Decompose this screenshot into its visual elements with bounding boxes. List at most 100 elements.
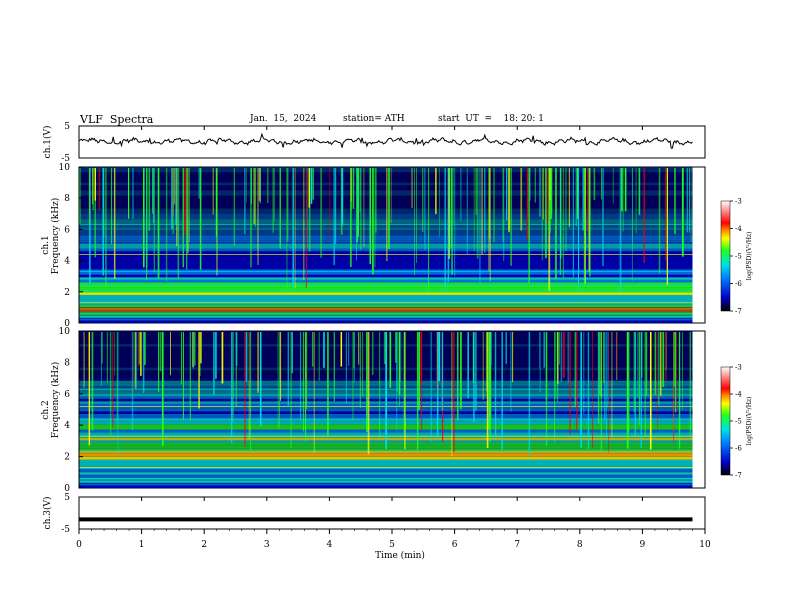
xtick-label-6: 6 [452,540,458,550]
ch3-voltage-xticks: 0 1 2 3 4 5 6 7 8 9 10 [76,497,711,550]
xtick-label-7: 7 [514,540,520,550]
ch1-channel-label: ch.1 [41,235,51,254]
spectrogram-band [79,448,693,451]
ch1-colorbar-gradient [720,200,731,312]
ch1-voltage-panel: 5 -5 ch.1(V) [42,122,706,164]
spectrogram-band [79,279,693,283]
spectrogram-band [79,167,693,170]
spectrogram-band [79,182,693,186]
ch3-voltage-frame [78,496,706,530]
spectrogram-band [79,272,693,275]
ch1-ytick-top: 5 [64,122,70,132]
spectrogram-band [79,485,693,488]
time-axis-label: Time (min) [375,550,425,561]
xtick-label-5: 5 [389,540,395,550]
ch1-colorbar-ticks: -3 -4 -5 -6 -7 [730,198,742,316]
spectrogram-band [79,203,693,206]
colorbar-tick-label: -5 [735,418,742,426]
spectrogram-band [79,282,693,285]
spectrogram-band [79,299,693,303]
ch1-colorbar: -3 -4 -5 -6 -7 log(PSD)(V²/Hz) [720,198,753,316]
spectrogram-band [79,309,693,313]
spectrogram-band [79,304,693,308]
ch3-ytick-top: 5 [64,493,70,503]
spectrogram-band [79,190,693,193]
colorbar-tick-label: -7 [735,472,742,480]
spectrogram-ytick-label: 2 [64,288,70,298]
xtick-label-9: 9 [640,540,646,550]
spectrogram-band [79,289,693,293]
spectrogram-ytick-label: 10 [59,327,71,337]
spectrogram-band [79,185,693,188]
spectrogram-band [79,224,693,228]
spectrogram-band [79,297,693,300]
spectrogram-band [79,462,693,465]
ch2-colorbar-gradient [720,366,731,476]
spectrogram-band [79,264,693,267]
xtick-label-3: 3 [264,540,270,550]
ch1-spectrogram-panel: 10 8 6 4 2 0 ch.1 Frequency (kHz) [41,163,706,329]
ch2-channel-label: ch.2 [41,400,51,419]
spectrogram-band [79,471,693,475]
spectrogram-ytick-label: 6 [64,225,70,235]
spectrogram-band [79,259,693,262]
ch1-voltage-ylabel: ch.1(V) [42,126,53,159]
spectrogram-band [79,216,693,220]
ch1-voltage-frame [78,125,706,159]
spectrogram-ytick-label: 8 [64,358,70,368]
spectrogram-band [79,172,693,175]
spectrogram-band [79,464,693,467]
spectrogram-band [79,450,693,454]
ch1-spectrogram-image [79,167,693,323]
colorbar-tick-label: -5 [735,253,742,261]
spectrogram-band [79,477,693,481]
xtick-label-10: 10 [699,540,711,550]
ch3-ytick-bottom: -5 [61,525,70,535]
spectrogram-band [79,277,693,280]
spectrogram-band [79,235,693,239]
ch2-frequency-label: Frequency (kHz) [50,362,61,439]
xtick-label-1: 1 [139,540,145,550]
ch2-colorbar-label: log(PSD)(V²/Hz) [746,397,753,446]
colorbar-tick-label: -7 [735,308,742,316]
spectrogram-band [79,169,693,173]
date-label: Jan. 15, 2024 [250,114,317,124]
spectrogram-band [79,195,693,199]
spectrogram-band [79,208,693,212]
ch1-colorbar-label: log(PSD)(V²/Hz) [746,232,753,281]
spectrogram-band [79,248,693,252]
spectrogram-band [79,211,693,214]
start-ut-label: start UT = 18: 20: 1 [438,114,544,124]
spectrogram-band [79,238,693,241]
spectrogram-band [79,256,693,260]
spectrogram-ytick-label: 4 [64,421,70,431]
ch3-voltage-panel: 5 -5 ch.3(V) 0 1 2 3 4 5 6 7 8 9 10 Time (min) [42,493,711,561]
spectrogram-band [79,221,693,225]
spectrogram-band [79,251,693,254]
xtick-label-8: 8 [577,540,583,550]
spectrogram-band [79,261,693,265]
ch1-ytick-bottom: -5 [61,154,70,164]
spectrogram-band [79,292,693,295]
ch2-spectrogram-yticks: 10 8 6 4 2 0 [59,327,83,494]
spectrogram-band [79,284,693,288]
spectrogram-band [79,246,693,249]
spectrogram-band [79,253,693,257]
ch2-spectrogram-panel: 10 8 6 4 2 0 ch.2 Frequency (kHz) [41,327,706,494]
spectrogram-ytick-label: 0 [64,484,70,494]
spectrogram-band [79,206,693,209]
colorbar-tick-label: -4 [735,391,742,399]
ch2-colorbar: -3 -4 -5 -6 -7 log(PSD)(V²/Hz) [720,364,753,480]
spectrogram-band [79,227,693,231]
ch1-frequency-label: Frequency (kHz) [50,198,61,275]
spectrogram-band [79,180,693,183]
spectrogram-ytick-label: 2 [64,453,70,463]
colorbar-tick-label: -6 [735,280,742,288]
station-label: station= ATH [343,114,405,124]
ch2-colorbar-ticks: -3 -4 -5 -6 -7 [730,364,742,480]
spectrogram-band [79,320,693,323]
spectrogram-band [79,187,693,191]
spectrogram-band [79,230,693,233]
spectrogram-band [79,243,693,247]
